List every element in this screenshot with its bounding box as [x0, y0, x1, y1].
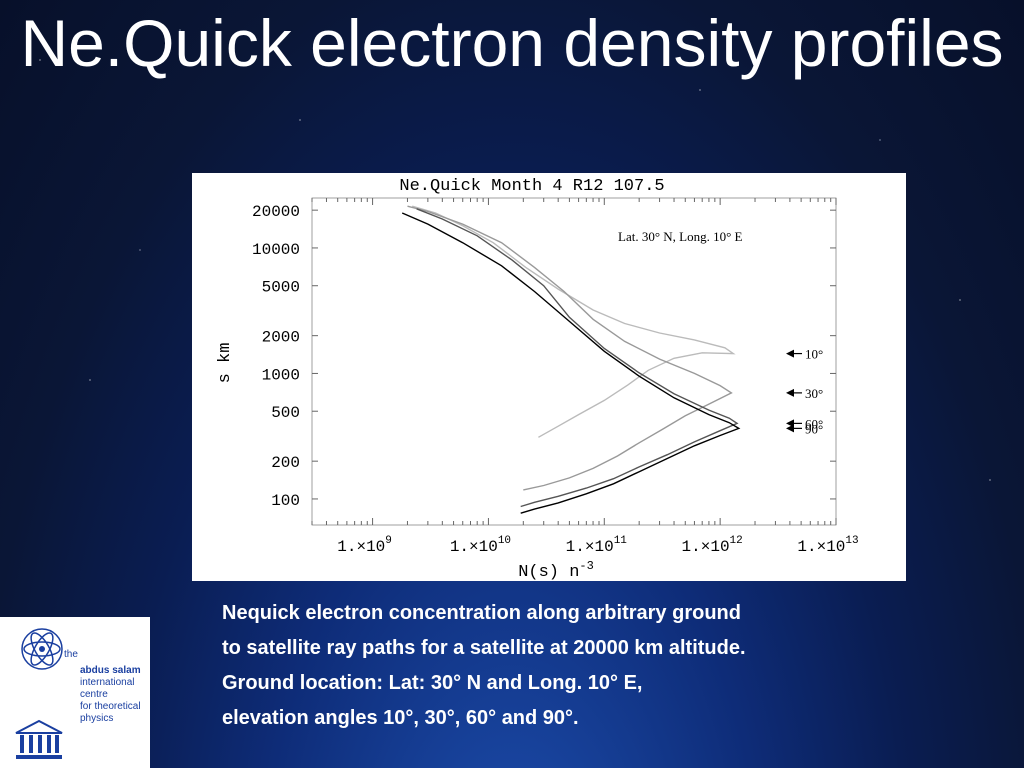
unesco-temple-logo-icon	[15, 719, 63, 759]
series-line-10deg	[412, 205, 736, 438]
x-tick-label: 1.×1012	[682, 535, 743, 556]
series-line-30deg	[407, 205, 733, 491]
iaea-atom-logo-icon	[21, 628, 63, 670]
ictp-logo-panel: the abdus salam international centre for…	[0, 617, 150, 768]
x-tick-label: 1.×1010	[450, 535, 511, 556]
y-tick-label: 100	[271, 492, 300, 510]
x-axis-ticks: 1.×109 1.×1010 1.×1011 1.×1012 1.×1013	[311, 198, 859, 556]
series-lines	[401, 205, 741, 514]
y-tick-label: 20000	[252, 203, 300, 221]
ictp-logo-text: the abdus salam international centre for…	[64, 649, 141, 725]
logo-line: for theoretical	[80, 701, 141, 712]
series-line-90deg	[401, 212, 741, 514]
location-annotation: Lat. 30° N, Long. 10° E	[618, 229, 743, 244]
y-axis-ticks: 20000 10000 5000 2000 1000 500 200 100	[252, 203, 836, 510]
x-axis-label: N(s) n-3	[518, 559, 594, 581]
logo-line: centre	[80, 689, 108, 700]
series-label: 60°	[805, 416, 823, 431]
y-tick-label: 2000	[262, 329, 300, 347]
x-tick-label: 1.×1011	[566, 535, 628, 556]
series-labels: 10° 30° 60°90°	[786, 347, 823, 436]
electron-density-chart: Ne.Quick Month 4 R12 107.5 Lat. 30° N, L…	[216, 177, 859, 581]
slide-title: Ne.Quick electron density profiles	[20, 6, 1004, 80]
plot-frame	[311, 197, 837, 526]
series-line-60deg	[416, 208, 739, 508]
logo-line: physics	[80, 713, 114, 724]
x-tick-label: 1.×109	[337, 535, 392, 556]
slide-caption: Nequick electron concentration along arb…	[222, 596, 902, 736]
y-tick-label: 1000	[262, 366, 300, 384]
series-label: 10°	[805, 347, 823, 362]
y-tick-label: 5000	[262, 279, 300, 297]
logo-line: the	[64, 649, 78, 660]
y-axis-label: s km	[216, 343, 235, 384]
y-tick-label: 200	[271, 454, 300, 472]
chart-title: Ne.Quick Month 4 R12 107.5	[399, 177, 664, 196]
y-tick-label: 10000	[252, 241, 300, 259]
caption-line: Nequick electron concentration along arb…	[222, 602, 741, 624]
series-label: 30°	[805, 386, 823, 401]
x-tick-label: 1.×1013	[797, 535, 858, 556]
logo-line: abdus salam	[80, 665, 141, 676]
logo-line: international	[80, 677, 135, 688]
series-label: 90°	[805, 421, 823, 436]
series-arrow-icon	[786, 424, 794, 433]
caption-line: to satellite ray paths for a satellite a…	[222, 637, 746, 659]
x-axis-label-exponent: -3	[579, 559, 593, 573]
series-arrow-icon	[786, 349, 794, 358]
chart-panel: Ne.Quick Month 4 R12 107.5 Lat. 30° N, L…	[192, 173, 906, 581]
y-tick-label: 500	[271, 404, 300, 422]
caption-line: elevation angles 10°, 30°, 60° and 90°.	[222, 707, 579, 729]
caption-line: Ground location: Lat: 30° N and Long. 10…	[222, 672, 643, 694]
x-axis-label-text: N(s) n	[518, 563, 579, 581]
series-arrow-icon	[786, 388, 794, 397]
